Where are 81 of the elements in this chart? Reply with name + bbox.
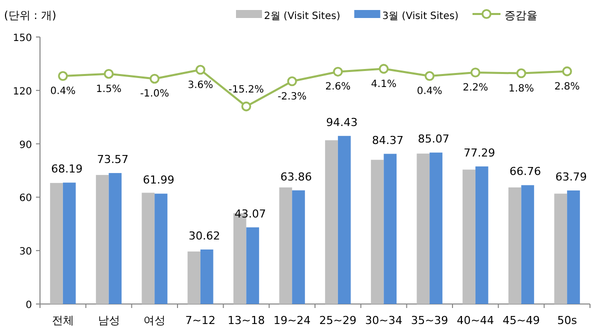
bar [96,174,109,304]
data-label: 61.99 [142,174,174,187]
y-tick-label: 60 [19,193,32,204]
data-label: 94.43 [326,116,358,129]
bar [338,136,351,304]
point [150,74,160,84]
data-label: 73.57 [97,153,128,166]
x-tick-label: 19~24 [273,314,311,327]
bar [475,166,488,304]
x-tick-label: 30~34 [365,314,402,327]
data-label: 30.62 [188,229,220,242]
data-label: 2.2% [462,82,488,94]
bar [508,187,522,304]
x-tick-label: 남성 [98,314,120,327]
y-tick-label: 30 [19,246,32,258]
data-label: 63.86 [280,170,312,184]
legend-label: 증감율 [504,9,538,22]
point [104,68,114,79]
bar [292,190,305,304]
y-tick-label: 150 [12,33,32,44]
legend-label: 2월 (Visit Sites) [264,11,340,22]
data-label: 1.8% [508,83,534,94]
data-label: 84.37 [372,134,404,147]
point [58,71,68,81]
y-tick-label: 120 [12,86,32,98]
bar [416,154,430,304]
x-tick-label: 50s [557,314,578,327]
x-tick-label: 7~12 [185,314,216,327]
bar [142,192,155,304]
data-label: 2.6% [325,82,351,93]
bar [154,194,168,304]
bar [62,182,76,304]
x-tick-label: 45~49 [502,314,540,327]
x-tick-label: 40~44 [456,314,494,327]
bar [521,185,534,304]
bar [384,154,397,304]
data-label: 68.19 [51,162,83,176]
data-label: 66.76 [510,165,541,178]
x-tick-label: 여성 [144,314,166,327]
y-tick-label: 90 [19,140,32,151]
point [241,102,252,112]
data-label: -2.3% [278,91,307,102]
bar [554,194,568,304]
data-label: 77.29 [464,146,496,160]
bar [462,170,476,304]
point [424,71,434,81]
bar [188,251,200,304]
bar [279,187,292,304]
legend-label: 3월 (Visit Sites) [382,11,459,22]
bar [370,160,384,304]
point [378,64,389,74]
bar [246,227,260,304]
point [562,66,572,76]
data-label: 4.1% [371,78,396,90]
point [470,68,480,78]
x-tick-label: 25~29 [319,314,357,327]
y-tick-label: 0 [26,300,32,311]
bar [325,140,338,304]
bar [430,152,442,304]
data-label: 1.5% [96,84,122,95]
data-label: 3.6% [188,80,214,91]
data-label: 85.07 [418,132,450,146]
data-label: 0.4% [416,86,442,98]
data-label: -15.2% [228,84,264,96]
x-tick-label: 전체 [52,314,74,327]
bar [108,173,122,304]
point [516,68,526,78]
data-label: 43.07 [234,207,266,220]
y-axis-title: (단위 : 개) [4,9,56,22]
point [287,76,297,86]
data-label: 0.4% [50,86,76,98]
data-label: 63.79 [555,170,587,184]
x-tick-label: 13~18 [228,314,265,327]
point [333,66,343,77]
data-label: -1.0% [140,88,170,100]
data-label: 2.8% [554,81,580,92]
bar [50,182,63,304]
bar [567,190,580,304]
x-tick-label: 35~39 [410,314,448,327]
bar [200,249,214,304]
point [196,64,206,75]
